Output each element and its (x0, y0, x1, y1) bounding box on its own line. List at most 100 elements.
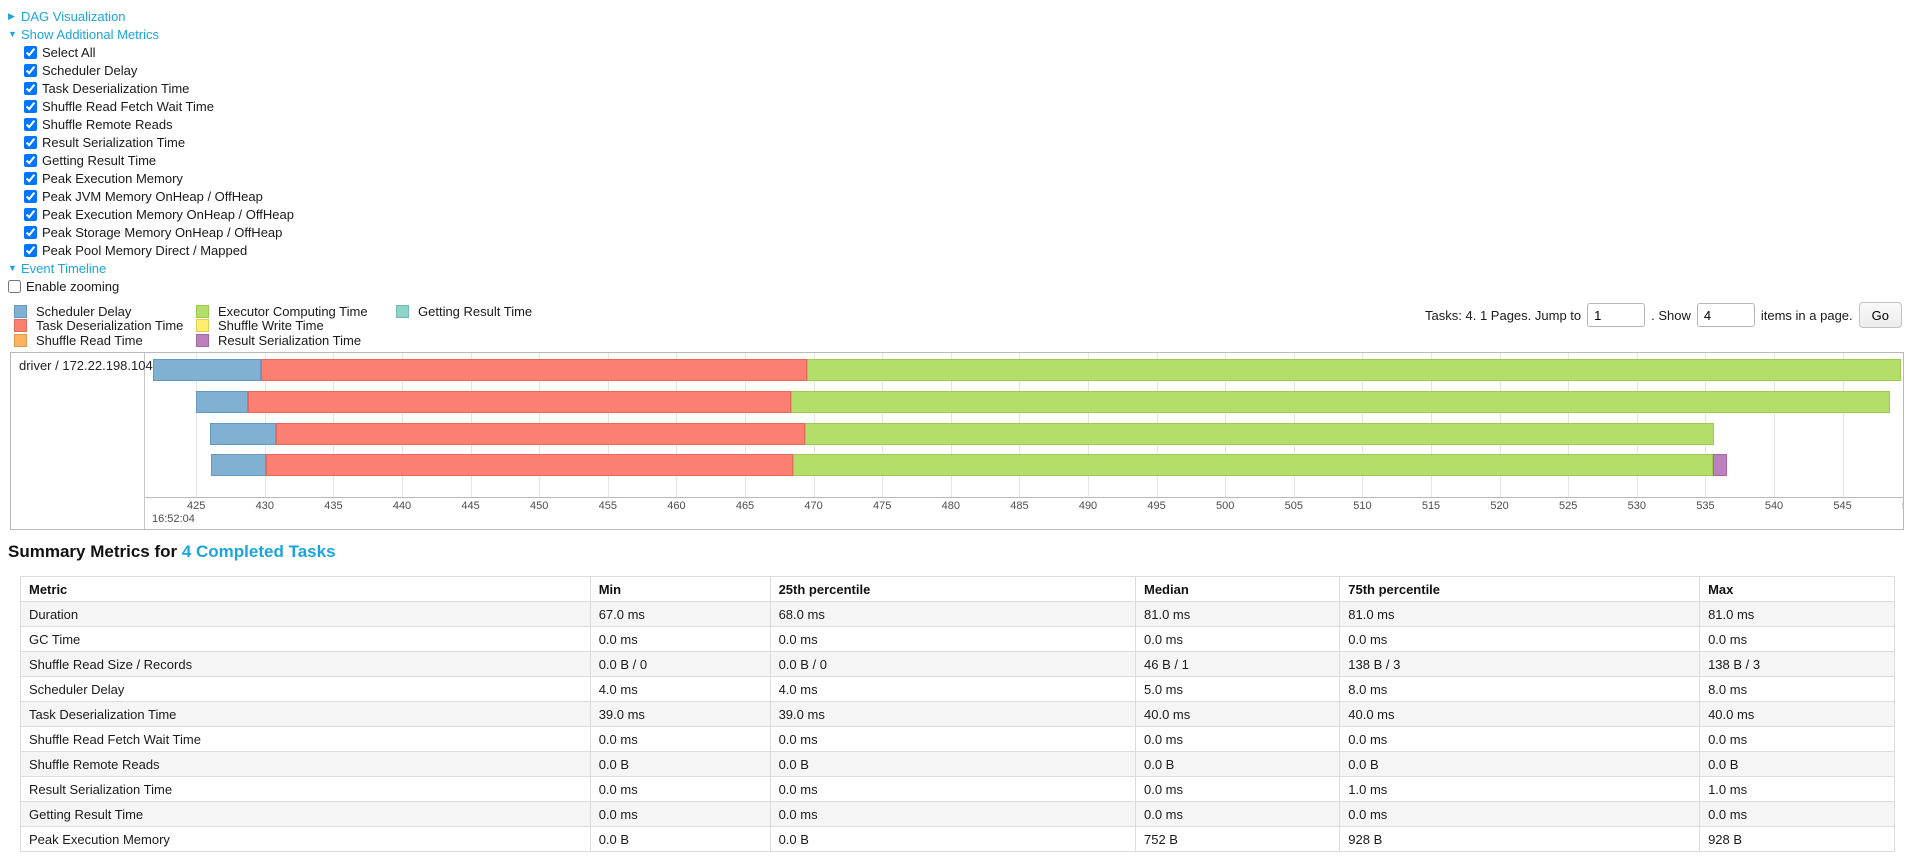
dag-visualization-label: DAG Visualization (21, 8, 126, 24)
metric-value-cell: 752 B (1134, 826, 1341, 852)
timeline-tick-label: 550 (1902, 500, 1903, 512)
metric-checkbox-row-peak-jvm-memory-onheap-offheap[interactable]: Peak JVM Memory OnHeap / OffHeap (24, 187, 294, 205)
metric-value-cell: 0.0 ms (1699, 726, 1895, 752)
dag-visualization-toggle[interactable]: ▶ DAG Visualization (8, 7, 294, 25)
metric-value-cell: 4.0 ms (589, 676, 771, 702)
metric-checkbox-row-shuffle-remote-reads[interactable]: Shuffle Remote Reads (24, 115, 294, 133)
metric-value-cell: 0.0 ms (1134, 801, 1341, 827)
metric-checkbox-peak-execution-memory-onheap-offheap[interactable] (24, 207, 37, 221)
task-1-segment-executor-computing-time[interactable] (807, 359, 1902, 381)
task-3-segment-executor-computing-time[interactable] (805, 422, 1715, 445)
metric-value-cell: 39.0 ms (589, 701, 771, 727)
completed-tasks-link[interactable]: 4 Completed Tasks (181, 542, 336, 561)
legend-swatch-result-serialization-time-icon (196, 333, 209, 347)
timeline-tick-label: 465 (735, 500, 755, 512)
legend-item-shuffle-read-time: Shuffle Read Time (14, 333, 196, 348)
summary-row-getting-result-time: Getting Result Time 0.0 ms 0.0 ms 0.0 ms 0.0… (20, 801, 1895, 827)
metric-value-cell: 8.0 ms (1699, 676, 1895, 702)
metric-checkbox-label: Peak JVM Memory OnHeap / OffHeap (42, 188, 263, 204)
metric-checkbox-getting-result-time[interactable] (24, 153, 37, 167)
metric-value-cell: 138 B / 3 (1339, 651, 1701, 677)
metric-checkbox-shuffle-read-fetch-wait-time[interactable] (24, 99, 37, 113)
summary-row-peak-execution-memory: Peak Execution Memory 0.0 B 0.0 B 752 B 928 … (20, 826, 1895, 852)
pagination-tasks-text: Tasks: 4. 1 Pages. Jump to (1425, 307, 1582, 323)
event-timeline-toggle[interactable]: ▼ Event Timeline (8, 259, 294, 277)
enable-zooming-checkbox[interactable] (8, 279, 21, 293)
metric-checkbox-result-serialization-time[interactable] (24, 135, 37, 149)
task-3-segment-scheduler-delay[interactable] (210, 422, 276, 445)
summary-row-duration: Duration 67.0 ms 68.0 ms 81.0 ms 81.0 ms 81.0… (20, 601, 1895, 627)
task-4-segment-result-serialization-time[interactable] (1713, 454, 1728, 476)
metric-value-cell: 46 B / 1 (1134, 651, 1341, 677)
metric-checkbox-peak-pool-memory-direct-mapped[interactable] (24, 243, 37, 257)
task-2-segment-scheduler-delay[interactable] (196, 391, 248, 413)
timeline-tick-label: 445 (461, 500, 480, 512)
metric-value-cell: 0.0 ms (589, 801, 771, 827)
metric-value-cell: 0.0 ms (1339, 801, 1701, 827)
items-per-page-input[interactable] (1696, 303, 1755, 327)
metric-checkbox-task-deserialization-time[interactable] (24, 81, 37, 95)
metric-checkbox-row-select-all[interactable]: Select All (24, 43, 294, 61)
timeline-tick-label: 455 (598, 500, 617, 512)
metric-name-cell: Task Deserialization Time (20, 701, 591, 727)
metric-name-cell: Peak Execution Memory (20, 826, 591, 852)
metric-value-cell: 68.0 ms (769, 601, 1137, 627)
metric-checkbox-scheduler-delay[interactable] (24, 63, 37, 77)
metric-name-cell: Shuffle Read Fetch Wait Time (20, 726, 591, 752)
enable-zooming-checkbox-row[interactable]: Enable zooming (8, 277, 294, 295)
metric-checkbox-label: Task Deserialization Time (42, 80, 190, 96)
timeline-tick-label: 490 (1078, 500, 1098, 512)
timeline-tick-label: 475 (873, 500, 892, 512)
metric-checkbox-peak-storage-memory-onheap-offheap[interactable] (24, 225, 37, 239)
metric-checkbox-shuffle-remote-reads[interactable] (24, 117, 37, 131)
jump-to-page-input[interactable] (1587, 303, 1646, 327)
summary-column-header-max: Max (1699, 576, 1895, 602)
metric-name-cell: Shuffle Remote Reads (20, 751, 591, 777)
show-additional-metrics-toggle[interactable]: ▼ Show Additional Metrics (8, 25, 294, 43)
legend-item-result-serialization-time: Result Serialization Time (196, 333, 396, 348)
metric-checkbox-row-result-serialization-time[interactable]: Result Serialization Time (24, 133, 294, 151)
metric-checkbox-peak-jvm-memory-onheap-offheap[interactable] (24, 189, 37, 203)
timeline-tick-label: 470 (804, 500, 823, 512)
task-2-segment-task-deserialization-time[interactable] (248, 391, 791, 413)
metric-checkbox-row-task-deserialization-time[interactable]: Task Deserialization Time (24, 79, 294, 97)
summary-metrics-table: Metric Min 25th percentile Median 75th perce… (20, 576, 1895, 852)
task-2-segment-executor-computing-time[interactable] (791, 391, 1891, 413)
legend-item-executor-computing-time: Executor Computing Time (196, 304, 396, 319)
timeline-gridline (1774, 353, 1775, 497)
metric-checkbox-row-peak-pool-memory-direct-mapped[interactable]: Peak Pool Memory Direct / Mapped (24, 241, 294, 259)
summary-row-scheduler-delay: Scheduler Delay 4.0 ms 4.0 ms 5.0 ms 8.0 ms 8… (20, 676, 1895, 702)
task-1-segment-task-deserialization-time[interactable] (260, 359, 808, 381)
timeline-group-column: driver / 172.22.198.104 (11, 353, 153, 529)
summary-row-shuffle-read-fetch-wait-time: Shuffle Read Fetch Wait Time 0.0 ms 0.0 ms… (20, 726, 1895, 752)
summary-heading-prefix: Summary Metrics for (8, 542, 182, 561)
timeline-tick-label: 505 (1284, 500, 1303, 512)
metric-checkbox-label: Shuffle Read Fetch Wait Time (42, 98, 214, 114)
metric-checkbox-row-peak-storage-memory-onheap-offheap[interactable]: Peak Storage Memory OnHeap / OffHeap (24, 223, 294, 241)
go-button[interactable]: Go (1858, 302, 1902, 328)
metric-checkbox-row-peak-execution-memory-onheap-offheap[interactable]: Peak Execution Memory OnHeap / OffHeap (24, 205, 294, 223)
metric-checkbox-peak-execution-memory[interactable] (24, 171, 37, 185)
legend-swatch-getting-result-time-icon (396, 304, 409, 318)
metric-value-cell: 0.0 ms (1134, 626, 1341, 652)
task-3-segment-task-deserialization-time[interactable] (276, 422, 805, 445)
metric-checkbox-row-scheduler-delay[interactable]: Scheduler Delay (24, 61, 294, 79)
metric-checkbox-row-shuffle-read-fetch-wait-time[interactable]: Shuffle Read Fetch Wait Time (24, 97, 294, 115)
task-4-segment-scheduler-delay[interactable] (211, 454, 266, 476)
metric-checkbox-row-peak-execution-memory[interactable]: Peak Execution Memory (24, 169, 294, 187)
metric-value-cell: 0.0 B (589, 826, 771, 852)
chevron-down-icon: ▼ (8, 263, 17, 273)
pagination-show-text: . Show (1651, 307, 1691, 323)
task-4-segment-executor-computing-time[interactable] (793, 454, 1714, 476)
metric-checkbox-row-getting-result-time[interactable]: Getting Result Time (24, 151, 294, 169)
task-1-segment-scheduler-delay[interactable] (153, 359, 261, 381)
legend-label: Executor Computing Time (218, 303, 368, 319)
task-4-segment-task-deserialization-time[interactable] (266, 454, 793, 476)
timeline-tick-label: 485 (1010, 500, 1029, 512)
metric-value-cell: 81.0 ms (1339, 601, 1701, 627)
metric-value-cell: 0.0 B / 0 (769, 651, 1137, 677)
timeline-tick-label: 430 (255, 500, 274, 512)
metric-name-cell: Duration (20, 601, 591, 627)
summary-column-header-25th-percentile: 25th percentile (769, 576, 1137, 602)
metric-checkbox-select-all[interactable] (24, 45, 37, 59)
